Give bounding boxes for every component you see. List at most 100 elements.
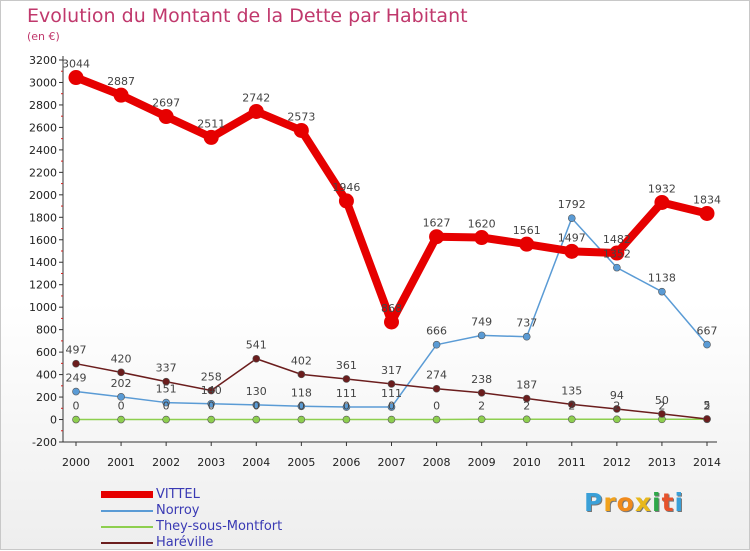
- data-label-they-sous-montfort-2009: 2: [478, 399, 485, 412]
- data-label-har-ville-2007: 317: [381, 364, 402, 377]
- x-tick-label-14: 2014: [693, 456, 721, 469]
- data-label-they-sous-montfort-2002: 0: [163, 400, 170, 413]
- data-point-they-sous-montfort-2001: [118, 416, 125, 423]
- x-tick-label-9: 2009: [468, 456, 496, 469]
- data-point-vittel-2014: [700, 206, 715, 221]
- data-point-norroy-2012: [613, 264, 620, 271]
- data-point-vittel-2000: [69, 70, 84, 85]
- x-tick-label-0: 2000: [62, 456, 90, 469]
- data-label-har-ville-2002: 337: [156, 362, 177, 375]
- data-label-vittel-2002: 2697: [152, 97, 180, 110]
- data-label-norroy-2000: 249: [66, 372, 87, 385]
- data-label-har-ville-2006: 361: [336, 359, 357, 372]
- proxiti-logo: Proxiti: [584, 488, 684, 517]
- legend-swatch: [101, 510, 153, 512]
- data-point-vittel-2007: [384, 315, 399, 330]
- data-point-they-sous-montfort-2005: [298, 416, 305, 423]
- data-point-vittel-2010: [519, 237, 534, 252]
- y-tick-label-0: -200: [32, 436, 57, 449]
- data-point-vittel-2005: [294, 123, 309, 138]
- data-label-norroy-2004: 130: [246, 385, 267, 398]
- y-tick-label-10: 1800: [29, 211, 57, 224]
- y-tick-label-17: 3200: [29, 54, 57, 67]
- data-label-norroy-2013: 1138: [648, 272, 676, 285]
- data-point-norroy-2010: [523, 333, 530, 340]
- logo-letter: i: [652, 488, 662, 517]
- data-point-they-sous-montfort-2003: [208, 416, 215, 423]
- data-label-vittel-2012: 1482: [603, 233, 631, 246]
- data-label-vittel-2008: 1627: [423, 217, 451, 230]
- y-tick-label-4: 600: [36, 346, 57, 359]
- y-tick-label-12: 2200: [29, 166, 57, 179]
- y-tick-label-1: 0: [50, 414, 57, 427]
- data-point-har-ville-2006: [343, 375, 350, 382]
- data-label-they-sous-montfort-2000: 0: [73, 400, 80, 413]
- legend-label: They-sous-Montfort: [156, 519, 282, 535]
- data-point-har-ville-2001: [118, 369, 125, 376]
- data-label-they-sous-montfort-2003: 0: [208, 400, 215, 413]
- data-label-vittel-2013: 1932: [648, 182, 676, 195]
- x-tick-label-12: 2012: [603, 456, 631, 469]
- data-point-they-sous-montfort-2012: [613, 416, 620, 423]
- data-label-har-ville-2014: 5: [704, 399, 711, 412]
- x-tick-label-11: 2011: [558, 456, 586, 469]
- data-label-vittel-2000: 3044: [62, 58, 90, 71]
- legend-swatch: [101, 542, 153, 544]
- data-label-vittel-2003: 2511: [197, 117, 225, 130]
- legend-label: Norroy: [156, 503, 200, 519]
- logo-letter: r: [603, 488, 616, 517]
- y-tick-label-11: 2000: [29, 189, 57, 202]
- x-tick-label-3: 2003: [197, 456, 225, 469]
- data-point-vittel-2003: [204, 130, 219, 145]
- x-tick-label-13: 2013: [648, 456, 676, 469]
- data-label-norroy-2006: 111: [336, 387, 357, 400]
- x-tick-label-1: 2001: [107, 456, 135, 469]
- data-point-har-ville-2009: [478, 389, 485, 396]
- logo-letter: P: [584, 488, 603, 517]
- logo-letter: x: [635, 488, 652, 517]
- y-tick-label-14: 2600: [29, 121, 57, 134]
- data-label-they-sous-montfort-2006: 0: [343, 400, 350, 413]
- data-point-they-sous-montfort-2007: [388, 416, 395, 423]
- data-point-vittel-2009: [474, 230, 489, 245]
- x-tick-label-5: 2005: [287, 456, 315, 469]
- y-tick-label-6: 1000: [29, 301, 57, 314]
- data-point-they-sous-montfort-2000: [73, 416, 80, 423]
- data-label-vittel-2006: 1946: [332, 181, 360, 194]
- data-label-norroy-2009: 749: [471, 315, 492, 328]
- data-label-norroy-2014: 667: [697, 325, 718, 338]
- x-tick-label-2: 2002: [152, 456, 180, 469]
- data-point-they-sous-montfort-2010: [523, 416, 530, 423]
- data-label-har-ville-2011: 135: [561, 384, 582, 397]
- data-label-they-sous-montfort-2005: 0: [298, 400, 305, 413]
- y-tick-label-5: 800: [36, 324, 57, 337]
- data-label-norroy-2005: 118: [291, 386, 312, 399]
- data-label-har-ville-2005: 402: [291, 354, 312, 367]
- data-point-vittel-2006: [339, 193, 354, 208]
- data-label-har-ville-2012: 94: [610, 389, 624, 402]
- y-tick-label-15: 2800: [29, 99, 57, 112]
- data-label-har-ville-2009: 238: [471, 373, 492, 386]
- data-point-vittel-2011: [564, 244, 579, 259]
- x-tick-label-4: 2004: [242, 456, 270, 469]
- y-tick-label-13: 2400: [29, 144, 57, 157]
- data-label-har-ville-2001: 420: [111, 352, 132, 365]
- data-point-norroy-2013: [658, 288, 665, 295]
- data-point-they-sous-montfort-2008: [433, 416, 440, 423]
- data-point-they-sous-montfort-2006: [343, 416, 350, 423]
- logo-letter: i: [675, 488, 685, 517]
- data-label-vittel-2001: 2887: [107, 75, 135, 88]
- data-label-norroy-2007: 111: [381, 387, 402, 400]
- data-point-norroy-2014: [704, 341, 711, 348]
- data-label-they-sous-montfort-2001: 0: [118, 400, 125, 413]
- logo-letter: o: [617, 488, 635, 517]
- data-label-har-ville-2013: 50: [655, 394, 669, 407]
- data-point-vittel-2001: [114, 88, 129, 103]
- data-point-they-sous-montfort-2011: [568, 416, 575, 423]
- data-point-har-ville-2008: [433, 385, 440, 392]
- data-label-norroy-2010: 737: [516, 317, 537, 330]
- y-tick-label-3: 400: [36, 369, 57, 382]
- data-label-norroy-2008: 666: [426, 325, 447, 338]
